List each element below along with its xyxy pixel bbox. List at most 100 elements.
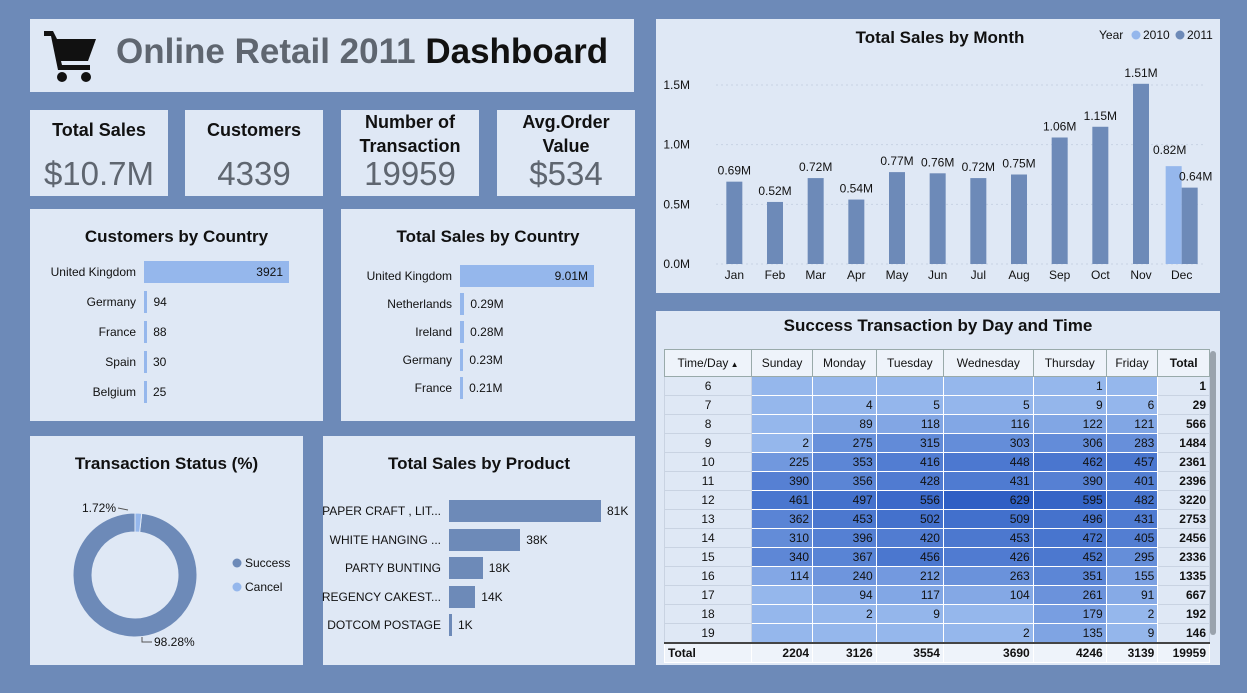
heat-cell: 114 bbox=[751, 566, 814, 586]
heat-cell: 306 bbox=[1032, 433, 1107, 453]
heat-cell: 416 bbox=[875, 452, 944, 472]
heat-cell: 240 bbox=[812, 566, 877, 586]
table-row: 8 89 118 116 122 121 566 bbox=[663, 414, 1210, 434]
row-total: 192 bbox=[1157, 604, 1210, 624]
heat-cell: 91 bbox=[1105, 585, 1159, 605]
column-header[interactable]: Wednesday bbox=[942, 349, 1034, 377]
page-title: Online Retail 2011 Dashboard bbox=[116, 32, 608, 72]
heat-cell: 5 bbox=[942, 395, 1034, 415]
total-label: Total bbox=[663, 642, 753, 663]
shopping-cart-icon bbox=[44, 31, 96, 82]
heat-cell: 452 bbox=[1032, 547, 1107, 567]
column-header[interactable]: Monday bbox=[812, 349, 877, 377]
heat-cell: 457 bbox=[1105, 452, 1159, 472]
x-tick-label: Dec bbox=[1171, 268, 1192, 282]
sort-ascending-icon[interactable]: ▲ bbox=[728, 360, 739, 369]
column-header[interactable]: Sunday bbox=[751, 349, 814, 377]
heat-cell: 261 bbox=[1032, 585, 1107, 605]
heat-cell: 497 bbox=[812, 490, 877, 510]
customers-by-country-panel: Customers by Country United Kingdom 3921 G… bbox=[30, 209, 323, 421]
row-header: 19 bbox=[663, 623, 753, 644]
row-header: 11 bbox=[663, 471, 753, 491]
heat-cell: 431 bbox=[942, 471, 1034, 491]
table-header-row: Time/Day ▲ Sunday Monday Tuesday Wednesday Th… bbox=[663, 349, 1210, 377]
table-row: 12 461 497 556 629 595 482 3220 bbox=[663, 490, 1210, 510]
sales-by-month-chart: Total Sales by Month Year 2010 2011 0.0M 0.5M… bbox=[663, 28, 1213, 282]
heat-cell: 420 bbox=[875, 528, 944, 548]
heat-cell: 2 bbox=[1105, 604, 1159, 624]
bar-value-label: 30 bbox=[153, 355, 167, 369]
heat-cell: 9 bbox=[875, 604, 944, 624]
row-total: 1335 bbox=[1157, 566, 1210, 586]
heat-cell: 94 bbox=[812, 585, 877, 605]
heat-cell: 117 bbox=[875, 585, 944, 605]
y-tick-label: 0.0M bbox=[663, 257, 690, 271]
bar-value-label: 0.28M bbox=[470, 325, 504, 339]
row-total: 146 bbox=[1157, 623, 1210, 644]
heat-cell: 275 bbox=[812, 433, 877, 453]
heat-cell: 390 bbox=[1032, 471, 1107, 491]
transaction-status-donut: 1.72% 98.28% Success Cancel bbox=[72, 501, 290, 649]
table-row: 16 114 240 212 263 351 155 1335 bbox=[663, 566, 1210, 586]
data-label: 0.72M bbox=[962, 160, 995, 174]
row-header: 7 bbox=[663, 395, 753, 415]
heat-cell: 6 bbox=[1105, 395, 1159, 415]
column-header[interactable]: Total bbox=[1157, 349, 1210, 377]
sales-by-month-panel: Total Sales by Month Year 2010 2011 0.0M 0.5M… bbox=[656, 19, 1220, 293]
legend-marker bbox=[1175, 30, 1185, 40]
column-total: 3139 bbox=[1105, 642, 1159, 663]
legend-title: Year bbox=[1099, 28, 1123, 42]
row-header: 17 bbox=[663, 585, 753, 605]
heat-cell: 135 bbox=[1032, 623, 1107, 644]
heat-cell: 448 bbox=[942, 452, 1034, 472]
bar bbox=[144, 321, 148, 343]
bar-value-label: 0.21M bbox=[469, 381, 503, 395]
heat-cell: 453 bbox=[942, 528, 1034, 548]
y-tick-label: 1.5M bbox=[663, 78, 690, 92]
row-header: 18 bbox=[663, 604, 753, 624]
column-header[interactable]: Friday bbox=[1105, 349, 1159, 377]
table-row: 15 340 367 456 426 452 295 2336 bbox=[663, 547, 1210, 567]
x-tick-label: Mar bbox=[805, 268, 826, 282]
column-total: 3554 bbox=[875, 642, 944, 663]
data-label: 0.52M bbox=[758, 184, 791, 198]
table-row: 13 362 453 502 509 496 431 2753 bbox=[663, 509, 1210, 529]
row-header: 6 bbox=[663, 376, 753, 396]
bar bbox=[449, 557, 483, 579]
heat-cell bbox=[875, 376, 944, 396]
heat-cell: 121 bbox=[1105, 414, 1159, 434]
data-label: 1.72% bbox=[82, 501, 116, 515]
heat-cell bbox=[942, 376, 1034, 396]
data-label: 0.72M bbox=[799, 160, 832, 174]
heat-cell: 629 bbox=[942, 490, 1034, 510]
column-header[interactable]: Thursday bbox=[1032, 349, 1107, 377]
heat-cell: 340 bbox=[751, 547, 814, 567]
column-total: 2204 bbox=[751, 642, 814, 663]
bar bbox=[449, 500, 601, 522]
row-total: 2336 bbox=[1157, 547, 1210, 567]
table-scrollbar[interactable] bbox=[1210, 351, 1216, 635]
bar bbox=[929, 173, 946, 264]
column-header[interactable]: Time/Day ▲ bbox=[663, 349, 753, 377]
table-row: 6 1 1 bbox=[663, 376, 1210, 396]
bar-value-label: 18K bbox=[488, 561, 511, 575]
heat-cell: 595 bbox=[1032, 490, 1107, 510]
heat-cell: 2 bbox=[812, 604, 877, 624]
heat-cell bbox=[751, 585, 814, 605]
legend-marker bbox=[232, 582, 242, 592]
donut-slice bbox=[134, 512, 143, 533]
column-header[interactable]: Tuesday bbox=[875, 349, 944, 377]
title-part-2: Dashboard bbox=[425, 32, 609, 71]
data-label: 1.15M bbox=[1084, 109, 1117, 123]
kpi-label: Customers bbox=[206, 120, 302, 140]
bar bbox=[1165, 166, 1182, 264]
bar-category-label: United Kingdom bbox=[50, 265, 136, 279]
legend-marker bbox=[1131, 30, 1141, 40]
heat-cell: 179 bbox=[1032, 604, 1107, 624]
bar bbox=[449, 528, 521, 551]
bar bbox=[144, 291, 148, 313]
heat-cell: 396 bbox=[812, 528, 877, 548]
data-label: 0.54M bbox=[840, 182, 873, 196]
heat-cell: 212 bbox=[875, 566, 944, 586]
chart-title: Customers by Country bbox=[84, 227, 269, 246]
